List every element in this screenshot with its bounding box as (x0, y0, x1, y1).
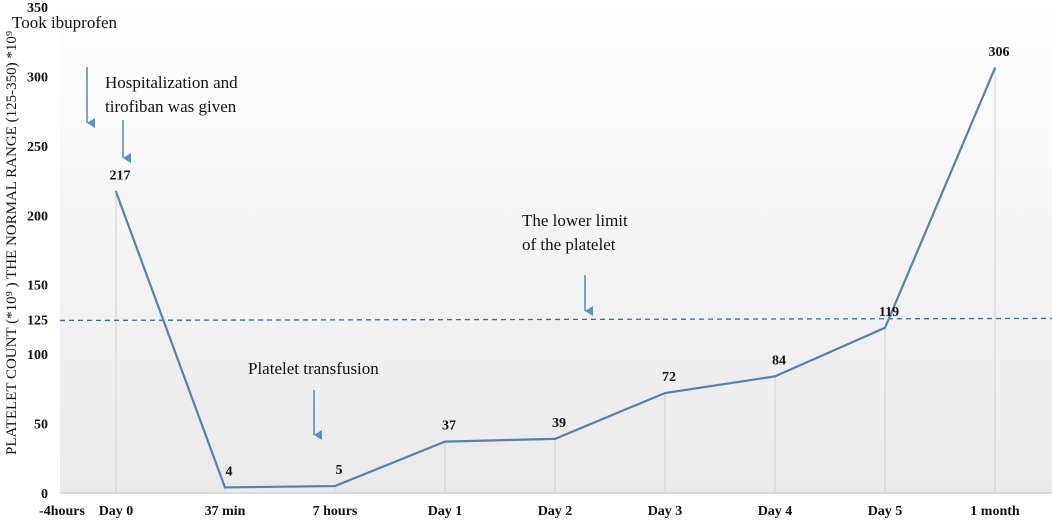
plot-background (60, 0, 1052, 494)
data-label: 72 (662, 370, 676, 385)
data-point (664, 392, 666, 395)
data-point (554, 437, 556, 440)
data-point (884, 326, 886, 329)
x-tick-label: Day 2 (538, 504, 573, 519)
data-point (994, 67, 996, 70)
data-point (115, 190, 117, 193)
data-label: 39 (552, 416, 566, 431)
x-tick-label: 7 hours (313, 504, 358, 519)
annotation-text: The lower limit (522, 211, 628, 230)
y-tick-label: 300 (27, 70, 48, 85)
data-point (444, 440, 446, 443)
annotation-text: tirofiban was given (105, 97, 237, 116)
x-tick-label: Day 5 (868, 504, 903, 519)
y-axis-label: PLATELET COUNT (*10⁹ ) THE NORMAL RANGE … (4, 31, 20, 455)
x-tick-label: Day 4 (758, 504, 793, 519)
annotation-text: Hospitalization and (105, 73, 238, 92)
y-tick-label: 100 (27, 348, 48, 363)
y-tick-label: 125 (27, 313, 48, 328)
data-point (224, 486, 226, 489)
data-label: 217 (110, 169, 131, 184)
data-label: 306 (989, 45, 1010, 60)
y-tick-label: 0 (41, 487, 48, 502)
data-label: 4 (226, 464, 233, 479)
x-tick-label: 1 month (970, 504, 1020, 519)
annotation-text: Took ibuprofen (12, 13, 118, 32)
data-label: 5 (336, 463, 343, 478)
reference-line-125 (59, 317, 1052, 322)
x-tick-label: 37 min (205, 504, 246, 519)
x-tick-label: Day 3 (648, 504, 683, 519)
y-tick-label: 250 (27, 140, 48, 155)
data-label: 37 (442, 419, 456, 434)
annotation-text: Platelet transfusion (248, 359, 379, 378)
annotation-text: of the platelet (522, 235, 616, 254)
data-point (774, 375, 776, 378)
data-point (334, 485, 336, 488)
y-tick-label: 150 (27, 279, 48, 294)
data-label: 119 (879, 305, 899, 320)
y-tick-label: 350 (27, 1, 48, 16)
y-tick-label: 200 (27, 209, 48, 224)
x-tick-label: Day 0 (99, 504, 134, 519)
x-tick-label: Day 1 (428, 504, 463, 519)
data-label: 84 (772, 353, 786, 368)
x-tick-label: -4hours (39, 504, 85, 519)
y-tick-label: 50 (34, 418, 48, 433)
